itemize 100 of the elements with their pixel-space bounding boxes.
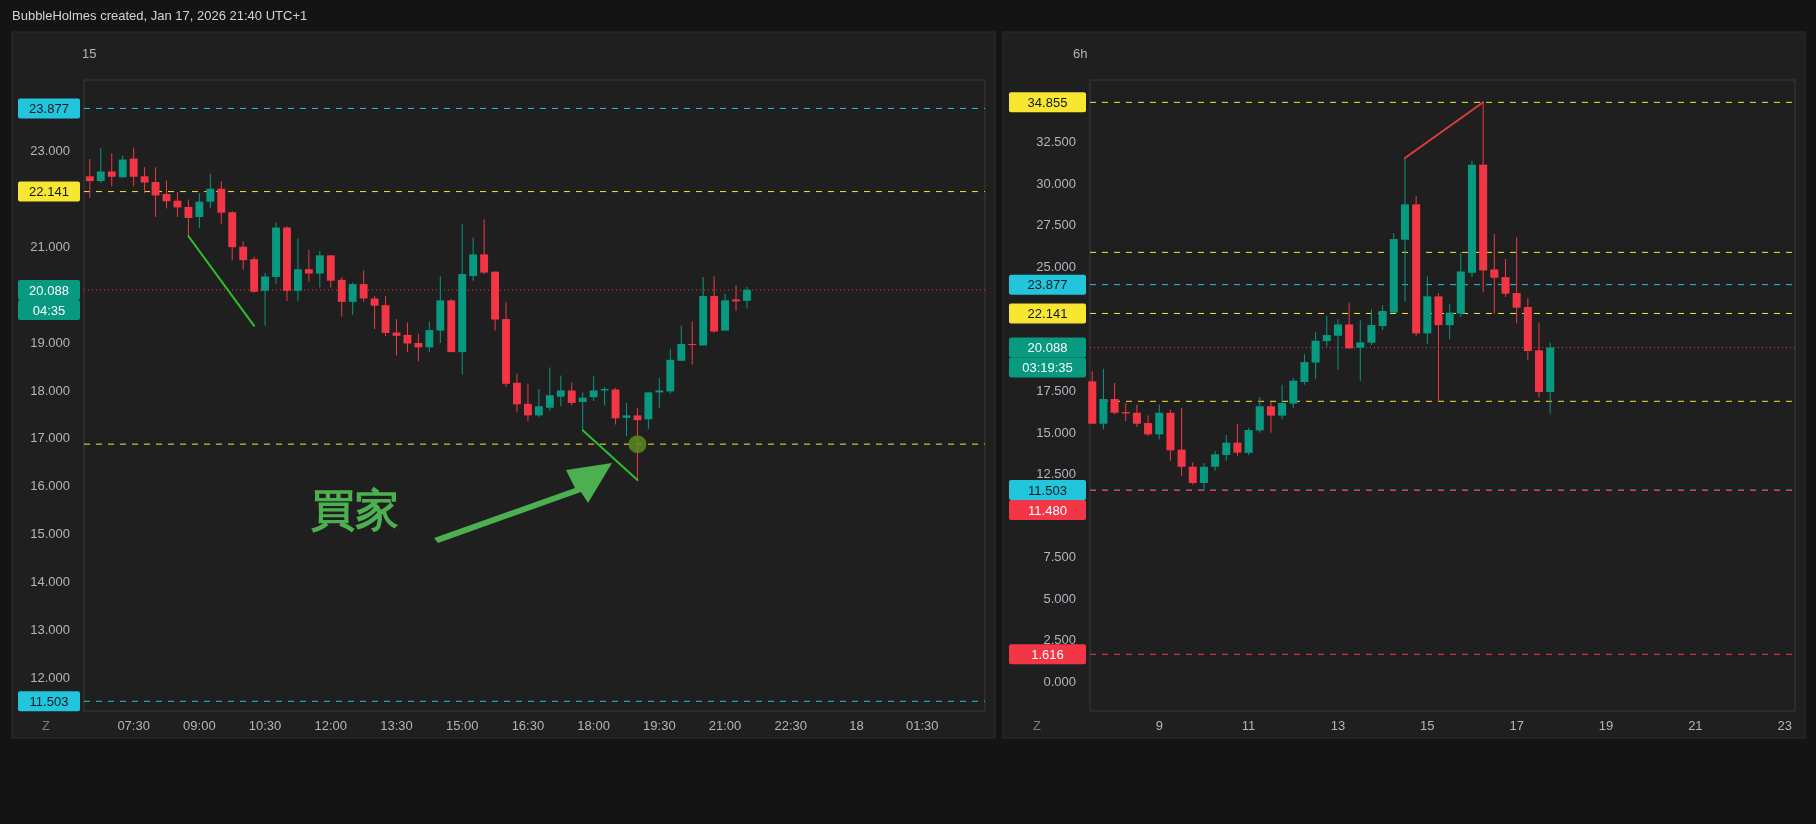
candlestick xyxy=(118,155,127,179)
x-tick-label: 17 xyxy=(1509,718,1524,733)
candlestick xyxy=(107,152,116,187)
candlestick xyxy=(206,173,215,209)
candlestick xyxy=(348,282,357,316)
ref-line-label: 20.088 xyxy=(1027,340,1068,356)
candlestick xyxy=(217,180,226,225)
candlestick xyxy=(293,238,302,302)
x-tick-label: 19:30 xyxy=(643,718,676,733)
x-tick-label: 22:30 xyxy=(774,718,808,733)
text: Z xyxy=(1033,718,1042,733)
candlestick xyxy=(184,199,193,237)
candlestick xyxy=(633,407,642,481)
x-tick-label: 21 xyxy=(1688,718,1703,733)
y-tick-label: 13.000 xyxy=(30,622,70,638)
candlestick xyxy=(315,250,324,288)
candlestick xyxy=(1155,404,1164,440)
candlestick xyxy=(414,333,423,362)
candlestick xyxy=(140,166,149,194)
candlestick xyxy=(1188,461,1197,486)
y-tick-label: 17.000 xyxy=(30,430,70,446)
candlestick xyxy=(1289,377,1298,409)
chart-title: 6h xyxy=(1073,46,1088,61)
x-tick-label: 01:30 xyxy=(905,718,939,733)
candlestick xyxy=(1501,258,1510,298)
candlestick xyxy=(370,295,379,330)
candlestick xyxy=(567,381,576,406)
candlestick xyxy=(1244,427,1253,456)
x-tick-label: 15 xyxy=(1420,718,1435,733)
ref-line-label: 11.503 xyxy=(29,693,69,709)
candlestick xyxy=(534,388,543,418)
candlestick xyxy=(1322,315,1331,348)
candlestick xyxy=(1110,382,1119,415)
x-tick-label: 21:00 xyxy=(708,718,742,733)
candlestick xyxy=(195,192,204,229)
candlestick xyxy=(403,321,412,353)
candlestick xyxy=(1144,414,1153,437)
candlestick xyxy=(743,286,751,310)
candlestick xyxy=(1512,236,1521,324)
ref-line-label: 34.855 xyxy=(1027,94,1068,110)
text: 03:19:35 xyxy=(1022,360,1073,376)
chart-title: 15 xyxy=(82,46,97,61)
y-tick-label: 21.000 xyxy=(30,238,70,254)
candlestick xyxy=(480,218,489,275)
candlestick xyxy=(578,391,587,431)
y-tick-label: 18.000 xyxy=(30,382,70,398)
candlestick xyxy=(589,375,598,402)
text: Z xyxy=(42,718,51,733)
candlestick xyxy=(1222,434,1231,462)
ref-line-label: 11.503 xyxy=(1028,482,1067,498)
y-tick-label: 15.000 xyxy=(1036,424,1076,440)
candlestick xyxy=(655,377,664,409)
x-tick-label: 07:30 xyxy=(117,718,150,733)
candlestick xyxy=(556,375,565,407)
candlestick xyxy=(677,325,686,362)
x-tick-label: 09:00 xyxy=(183,718,216,733)
y-tick-label: 16.000 xyxy=(30,478,70,494)
ref-line-label: 22.141 xyxy=(29,184,69,200)
candlestick xyxy=(392,318,401,356)
candlestick xyxy=(523,383,532,422)
text: BubbleHolmes created, Jan 17, 2026 21:40 UTC+1 xyxy=(12,8,308,23)
candlestick xyxy=(1311,331,1320,380)
candlestick xyxy=(1132,404,1141,428)
candlestick xyxy=(1278,384,1287,420)
candlestick xyxy=(1490,233,1499,315)
y-tick-label: 32.500 xyxy=(1036,133,1076,149)
text: 04:35 xyxy=(32,302,66,318)
x-tick-label: 18 xyxy=(849,718,864,733)
candlestick xyxy=(304,249,313,283)
candlestick xyxy=(261,272,270,327)
ref-line-label: 23.877 xyxy=(29,100,69,116)
y-tick-label: 12.000 xyxy=(30,670,70,686)
x-tick-label: 18:00 xyxy=(577,718,610,733)
x-tick-label: 12:00 xyxy=(314,718,348,733)
ref-line-label: 11.480 xyxy=(1028,502,1067,518)
y-tick-label: 17.500 xyxy=(1036,383,1076,399)
y-tick-label: 7.500 xyxy=(1043,549,1076,565)
y-tick-label: 30.000 xyxy=(1036,175,1076,191)
y-tick-label: 2.500 xyxy=(1043,632,1076,648)
candlestick xyxy=(688,320,697,366)
annotation: 買家 xyxy=(311,485,399,535)
candlestick xyxy=(1333,318,1342,371)
candlestick xyxy=(96,147,105,184)
candlestick xyxy=(1233,423,1242,457)
candlestick xyxy=(239,240,248,271)
candlestick xyxy=(1445,303,1454,340)
x-tick-label: 13:30 xyxy=(380,718,413,733)
x-tick-label: 11 xyxy=(1241,718,1256,733)
x-tick-label: 16:30 xyxy=(511,718,545,733)
ref-line-label: 1.616 xyxy=(1031,646,1064,662)
candlestick xyxy=(622,402,631,437)
candlestick xyxy=(1300,353,1309,386)
candlestick xyxy=(1199,462,1208,492)
candlestick xyxy=(85,158,94,199)
y-tick-label: 5.000 xyxy=(1043,590,1076,606)
ref-line-label: 22.141 xyxy=(1027,306,1068,321)
x-tick-label: 13 xyxy=(1330,718,1346,733)
y-tick-label: 19.000 xyxy=(30,334,70,350)
y-tick-label: 0.000 xyxy=(1043,673,1076,689)
ref-line-label: 23.877 xyxy=(1027,277,1068,293)
